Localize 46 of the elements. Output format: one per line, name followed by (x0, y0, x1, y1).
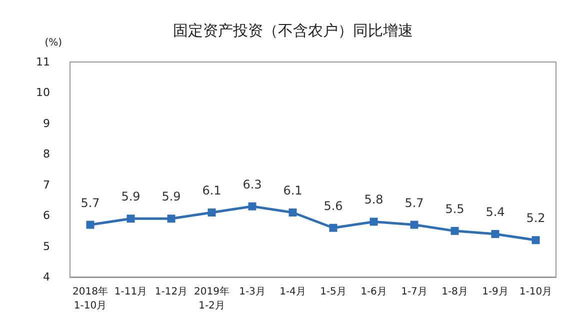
x-tick-label: 1-5月 (320, 286, 346, 298)
y-axis-title: (%) (44, 38, 62, 48)
data-label: 5.9 (121, 190, 140, 204)
x-tick-label: 1-11月 (114, 286, 148, 298)
y-tick-label: 4 (43, 270, 50, 284)
point (208, 208, 216, 216)
x-tick-label: 2019年 1-2月 (194, 286, 230, 312)
x-tick-label: 1-12月 (154, 286, 188, 298)
y-tick-label: 11 (36, 56, 50, 68)
point (167, 214, 176, 223)
data-label: 5.7 (80, 196, 100, 210)
point (491, 230, 500, 238)
data-label: 5.6 (324, 198, 343, 213)
data-label: 6.3 (242, 177, 262, 192)
x-tick-label: 1-8月 (442, 286, 468, 298)
x-tick-label: 2018年 1-10月 (72, 286, 108, 312)
data-label: 6.1 (283, 184, 302, 198)
y-tick-label: 6 (43, 209, 50, 222)
data-label: 5.9 (162, 190, 181, 204)
y-tick-label: 7 (43, 178, 50, 192)
y-tick-label: 8 (43, 148, 50, 161)
point (532, 236, 540, 244)
data-label: 5.2 (526, 211, 546, 226)
point (410, 220, 418, 229)
y-tick-label: 10 (36, 86, 50, 100)
x-tick-label: 1-9月 (482, 286, 508, 298)
point (288, 208, 297, 216)
point (450, 226, 459, 235)
chart-title: 固定资产投资（不含农户）同比增速 (173, 22, 413, 40)
data-label: 5.4 (486, 205, 505, 219)
point (370, 218, 378, 226)
point (126, 214, 135, 223)
data-label: 5.8 (364, 192, 384, 207)
x-tick-label: 1-7月 (401, 286, 428, 298)
data-label: 5.5 (445, 202, 464, 216)
y-tick-label: 9 (43, 116, 50, 130)
point (329, 224, 338, 232)
x-tick-label: 1-3月 (239, 286, 266, 298)
y-tick-label: 5 (43, 240, 50, 253)
x-tick-label: 1-4月 (280, 286, 306, 298)
x-tick-label: 1-10月 (519, 286, 552, 298)
data-label: 6.1 (202, 184, 222, 198)
x-tick-label: 1-6月 (360, 286, 387, 298)
point (248, 202, 256, 210)
data-label: 5.7 (404, 196, 424, 210)
point (86, 220, 94, 229)
